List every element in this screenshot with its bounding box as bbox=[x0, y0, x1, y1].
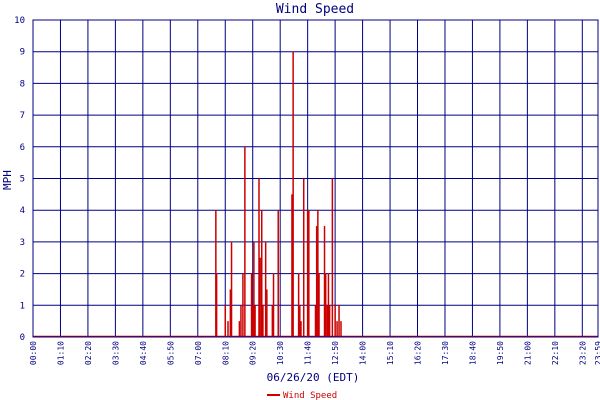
x-tick-label: 05:50 bbox=[166, 341, 175, 365]
x-tick-label: 22:10 bbox=[551, 341, 560, 365]
x-tick-label: 17:30 bbox=[441, 341, 450, 365]
y-tick-label: 6 bbox=[20, 143, 25, 153]
x-tick-label: 21:00 bbox=[523, 341, 532, 365]
x-tick-label: 18:40 bbox=[468, 341, 477, 365]
x-tick-labels: 00:00 01:10 02:20 03:30 04:40 05:50 07:00 08:10… bbox=[29, 341, 600, 365]
y-tick-label: 10 bbox=[14, 16, 25, 26]
x-tick-label: 03:30 bbox=[111, 341, 120, 365]
y-tick-labels: 0 1 2 3 4 5 6 7 8 9 10 bbox=[14, 16, 25, 343]
y-axis-label: MPH bbox=[1, 170, 14, 190]
x-tick-label: 10:30 bbox=[276, 341, 285, 365]
x-tick-label: 23:20 bbox=[578, 341, 587, 365]
x-tick-label: 02:20 bbox=[84, 341, 93, 365]
x-tick-label: 00:00 bbox=[29, 341, 38, 365]
y-tick-label: 8 bbox=[20, 79, 25, 89]
x-axis-label: 06/26/20 (EDT) bbox=[267, 371, 360, 384]
x-tick-label: 01:10 bbox=[56, 341, 65, 365]
y-tick-label: 0 bbox=[20, 333, 25, 343]
x-tick-label: 12:50 bbox=[331, 341, 340, 365]
x-tick-label: 19:50 bbox=[496, 341, 505, 365]
x-tick-label: 09:20 bbox=[249, 341, 258, 365]
x-tick-label: 23:59 bbox=[594, 341, 600, 365]
x-tick-label: 14:00 bbox=[359, 341, 368, 365]
x-tick-label: 16:20 bbox=[414, 341, 423, 365]
x-tick-label: 15:10 bbox=[386, 341, 395, 365]
legend-label: Wind Speed bbox=[283, 391, 337, 400]
plot-frame bbox=[32, 19, 599, 338]
y-tick-label: 3 bbox=[20, 238, 25, 248]
x-tick-label: 07:00 bbox=[194, 341, 203, 365]
y-tick-label: 7 bbox=[20, 111, 25, 121]
y-tick-label: 9 bbox=[20, 48, 25, 58]
x-tick-label: 11:40 bbox=[304, 341, 313, 365]
legend: Wind Speed bbox=[267, 391, 337, 400]
grid-lines bbox=[33, 20, 598, 337]
chart-title: Wind Speed bbox=[276, 2, 354, 17]
y-tick-label: 4 bbox=[20, 206, 25, 216]
x-tick-label: 04:40 bbox=[139, 341, 148, 365]
y-tick-label: 2 bbox=[20, 270, 25, 280]
y-tick-label: 5 bbox=[20, 175, 25, 185]
y-tick-label: 1 bbox=[20, 301, 25, 311]
x-tick-label: 08:10 bbox=[221, 341, 230, 365]
